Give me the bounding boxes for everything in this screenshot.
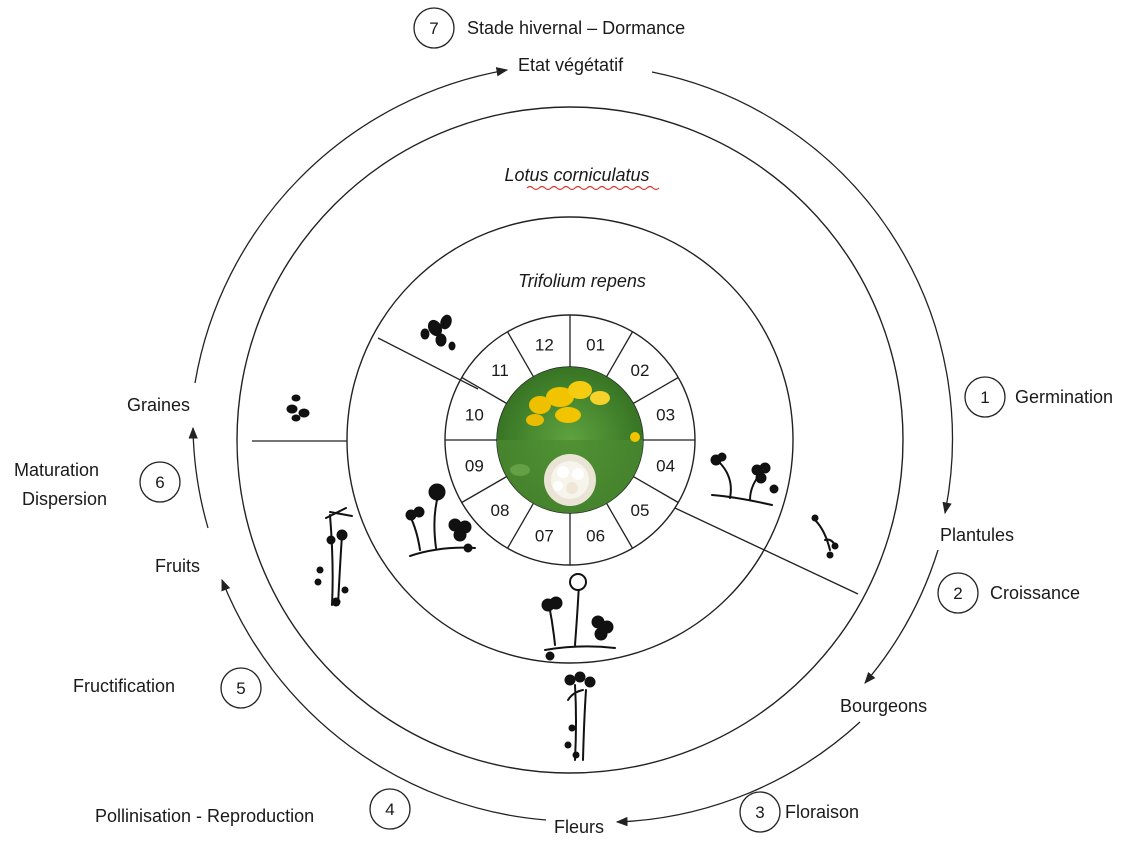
svg-text:5: 5 — [236, 679, 245, 698]
plant-silhouette-icon — [405, 483, 476, 557]
month-divider — [605, 502, 634, 549]
plant-silhouette-icon — [710, 452, 779, 506]
spellcheck-underline — [526, 185, 660, 191]
step-6: 6 Maturation Dispersion — [14, 460, 181, 509]
stage-bourgeons: Bourgeons — [840, 696, 927, 716]
step-3: 3 Floraison — [739, 791, 859, 833]
month-divider — [506, 502, 535, 549]
stage-fleurs: Fleurs — [554, 817, 604, 836]
svg-text:6: 6 — [155, 473, 164, 492]
sector-dividers — [252, 337, 859, 595]
step-1: 1 Germination — [964, 376, 1113, 418]
species-outer-label: Lotus corniculatus — [504, 165, 649, 185]
month-divider — [632, 475, 679, 504]
arrow-graines-to-vegetatif — [194, 67, 509, 384]
month-label: 03 — [656, 405, 675, 424]
plant-silhouette-icon — [564, 671, 596, 761]
arrow-fleurs-to-fruits — [221, 578, 547, 821]
arrow-plantules-to-bourgeons — [864, 549, 939, 684]
outer-ring-lotus — [236, 106, 904, 774]
arrow-vegetatif-to-plantules — [651, 71, 954, 515]
plant-silhouette-icon — [811, 514, 839, 559]
svg-text:1: 1 — [980, 388, 989, 407]
species-inner-label: Trifolium repens — [518, 271, 646, 291]
month-label: 06 — [586, 527, 605, 546]
month-label: 10 — [465, 405, 484, 424]
svg-text:3: 3 — [755, 803, 764, 822]
svg-text:Croissance: Croissance — [990, 583, 1080, 603]
month-label: 12 — [535, 335, 554, 354]
cycle-arrows — [188, 67, 954, 827]
month-divider — [632, 376, 679, 405]
seeds-icon — [286, 394, 310, 422]
step-5: 5 Fructification — [73, 667, 262, 709]
arrow-bourgeons-to-fleurs — [615, 721, 861, 827]
month-label: 11 — [491, 361, 509, 380]
stage-graines: Graines — [127, 395, 190, 415]
month-label: 07 — [535, 527, 554, 546]
month-divider — [461, 376, 508, 405]
step-4: 4 Pollinisation - Reproduction — [95, 788, 411, 830]
step-2: 2 Croissance — [937, 572, 1080, 614]
arrow-fruits-to-graines — [188, 426, 209, 529]
month-divider — [461, 475, 508, 504]
svg-text:Germination: Germination — [1015, 387, 1113, 407]
stage-plantules: Plantules — [940, 525, 1014, 545]
stage-etat-vegetatif: Etat végétatif — [518, 55, 624, 75]
month-label: 04 — [656, 457, 675, 476]
plant-silhouette-icon — [314, 507, 353, 607]
month-label: 08 — [491, 501, 510, 520]
month-divider — [605, 331, 634, 378]
plant-silhouette-icon — [541, 573, 616, 661]
inner-ring-trifolium — [346, 216, 794, 664]
month-dividers — [445, 315, 695, 565]
month-label: 05 — [631, 501, 650, 520]
stage-fruits: Fruits — [155, 556, 200, 576]
svg-text:Stade hivernal – Dormance: Stade hivernal – Dormance — [467, 18, 685, 38]
month-label: 01 — [586, 335, 605, 354]
svg-text:2: 2 — [953, 584, 962, 603]
flower-photo-icon — [497, 367, 643, 513]
seeds-icon — [420, 314, 456, 351]
svg-text:Fructification: Fructification — [73, 676, 175, 696]
svg-text:4: 4 — [385, 800, 394, 819]
month-label: 02 — [631, 361, 650, 380]
svg-text:Pollinisation - Reproduction: Pollinisation - Reproduction — [95, 806, 314, 826]
month-labels: 01 02 03 04 05 06 07 08 09 10 11 12 — [465, 335, 675, 545]
svg-text:7: 7 — [429, 19, 438, 38]
svg-text:Dispersion: Dispersion — [22, 489, 107, 509]
svg-text:Maturation: Maturation — [14, 460, 99, 480]
month-label: 09 — [465, 457, 484, 476]
svg-text:Floraison: Floraison — [785, 802, 859, 822]
month-divider — [506, 331, 535, 378]
step-7: 7 Stade hivernal – Dormance — [413, 7, 685, 49]
